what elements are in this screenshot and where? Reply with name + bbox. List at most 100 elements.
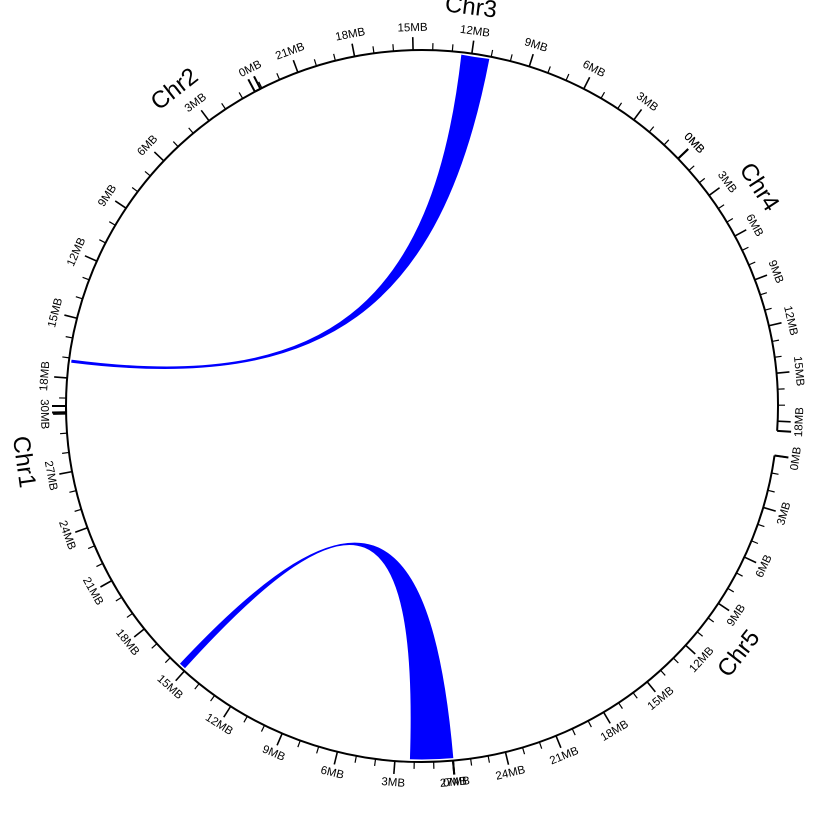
chr2-tick — [114, 200, 127, 209]
chr2-tick — [108, 221, 116, 226]
chr1-tick-label: 30MB — [38, 399, 51, 430]
chr2-tick — [131, 187, 139, 193]
chr3-tick — [313, 59, 318, 67]
chr5-tick-label: 0MB — [789, 446, 804, 471]
chr1-tick-label: 3MB — [381, 776, 406, 790]
chr5-tick-label: 12MB — [687, 645, 716, 676]
chr3-tick — [583, 76, 591, 90]
chr2-tick — [84, 255, 98, 262]
chr1-tick — [276, 733, 283, 746]
chr1-tick — [374, 758, 377, 766]
chr3-tick — [372, 46, 375, 54]
chr5-tick — [771, 472, 779, 475]
chr4-tick — [726, 218, 734, 223]
chr5-tick — [767, 489, 775, 493]
chr1-tick — [210, 695, 216, 702]
chr3-tick — [565, 73, 570, 81]
chr1-tick — [69, 490, 77, 493]
link-ribbon-1 — [179, 542, 454, 760]
chr5-tick — [685, 644, 696, 655]
chr1-tick — [194, 683, 200, 690]
chr1-tick — [74, 527, 88, 533]
chr5-tick — [521, 747, 526, 755]
chr1-label: Chr1 — [7, 434, 41, 489]
chr3-tick — [528, 53, 534, 67]
chr3-tick — [648, 126, 655, 133]
chr4-tick — [748, 261, 756, 266]
chr1-tick-label: 0MB — [443, 776, 468, 790]
chr1-tick — [60, 432, 68, 435]
chr3-tick — [276, 73, 281, 80]
chr5-tick — [602, 711, 611, 724]
chr2-tick — [65, 336, 73, 339]
chr2-tick — [99, 239, 106, 244]
chr2-tick — [188, 127, 194, 134]
chr4-tick — [777, 420, 791, 423]
chr4-end-cap — [777, 429, 792, 433]
chr1-ideogram-arc — [65, 405, 454, 763]
chr5-tick — [672, 657, 679, 664]
chr3-tick-label: 3MB — [634, 90, 660, 114]
chr1-tick — [393, 760, 396, 774]
chr3-tick-label: 15MB — [397, 22, 428, 35]
link-ribbon-2 — [71, 54, 490, 369]
chr1-tick — [223, 705, 232, 718]
chr5-tick — [736, 572, 743, 577]
chr1-tick — [164, 657, 171, 664]
chr5-label: Chr5 — [712, 625, 765, 683]
chr5-tick — [757, 523, 765, 528]
link-layer — [71, 54, 490, 760]
chr3-tick — [547, 66, 551, 74]
label-layer: 0MB 3MB 6MB 9MB 12MB 15MB 18MB 21MB 24MB 27MB 30MB… — [7, 0, 806, 790]
chr5-tick — [717, 602, 730, 612]
chr3-tick — [617, 102, 623, 109]
chr2-tick — [153, 151, 165, 162]
chr2-tick-label: 0MB — [237, 58, 264, 80]
chr5-tick — [618, 702, 623, 709]
chr3-tick-label: 9MB — [523, 36, 549, 55]
chr2-tick — [253, 76, 262, 90]
chr1-tick — [96, 562, 103, 568]
chr3-tick — [471, 40, 475, 54]
chr5-tick — [751, 540, 759, 545]
chr5-tick — [487, 755, 491, 763]
chr2-tick — [238, 92, 244, 99]
chr2-tick — [221, 102, 227, 110]
chr1-tick-label: 27MB — [42, 460, 59, 492]
chr4-tick — [776, 371, 790, 374]
chr1-tick-label: 18MB — [113, 627, 141, 658]
chr1-tick-label: 21MB — [80, 575, 105, 607]
chr3-tick — [663, 139, 670, 146]
chr1-tick-label: 9MB — [260, 743, 287, 763]
chr1-tick — [126, 612, 133, 618]
chr4-tick — [698, 177, 706, 184]
chr4-tick — [688, 165, 695, 171]
chr5-tick — [571, 728, 576, 736]
chr5-tick — [555, 735, 562, 749]
chr2-tick — [62, 356, 70, 359]
chr2-tick-label: 12MB — [65, 236, 88, 269]
chr1-tick — [74, 508, 82, 512]
chr2-ideogram-arc — [65, 87, 261, 413]
chr4-tick — [774, 355, 782, 358]
chr1-tick — [100, 579, 113, 588]
chr3-ideogram-arc — [254, 49, 679, 160]
chr4-tick — [717, 204, 725, 210]
chr1-tick-label: 24MB — [56, 519, 78, 552]
chr4-label: Chr4 — [734, 158, 785, 216]
chr3-tick-label: 12MB — [459, 24, 491, 40]
chr2-tick — [172, 141, 179, 148]
chr5-tick-label: 24MB — [495, 764, 527, 783]
chr1-tick — [297, 740, 301, 748]
chr1-tick — [151, 643, 158, 649]
chr5-tick-label: 6MB — [754, 553, 775, 580]
chr5-tick — [763, 506, 776, 512]
chr5-tick-label: 18MB — [599, 718, 631, 744]
chr2-tick — [54, 376, 68, 379]
chr2-tick-label: 18MB — [38, 360, 52, 391]
chr5-tick — [696, 631, 704, 637]
chr3-tick-label: 6MB — [580, 59, 607, 81]
chr5-tick-label: 27MB — [439, 775, 470, 790]
chr1-tick-label: 15MB — [154, 673, 185, 702]
